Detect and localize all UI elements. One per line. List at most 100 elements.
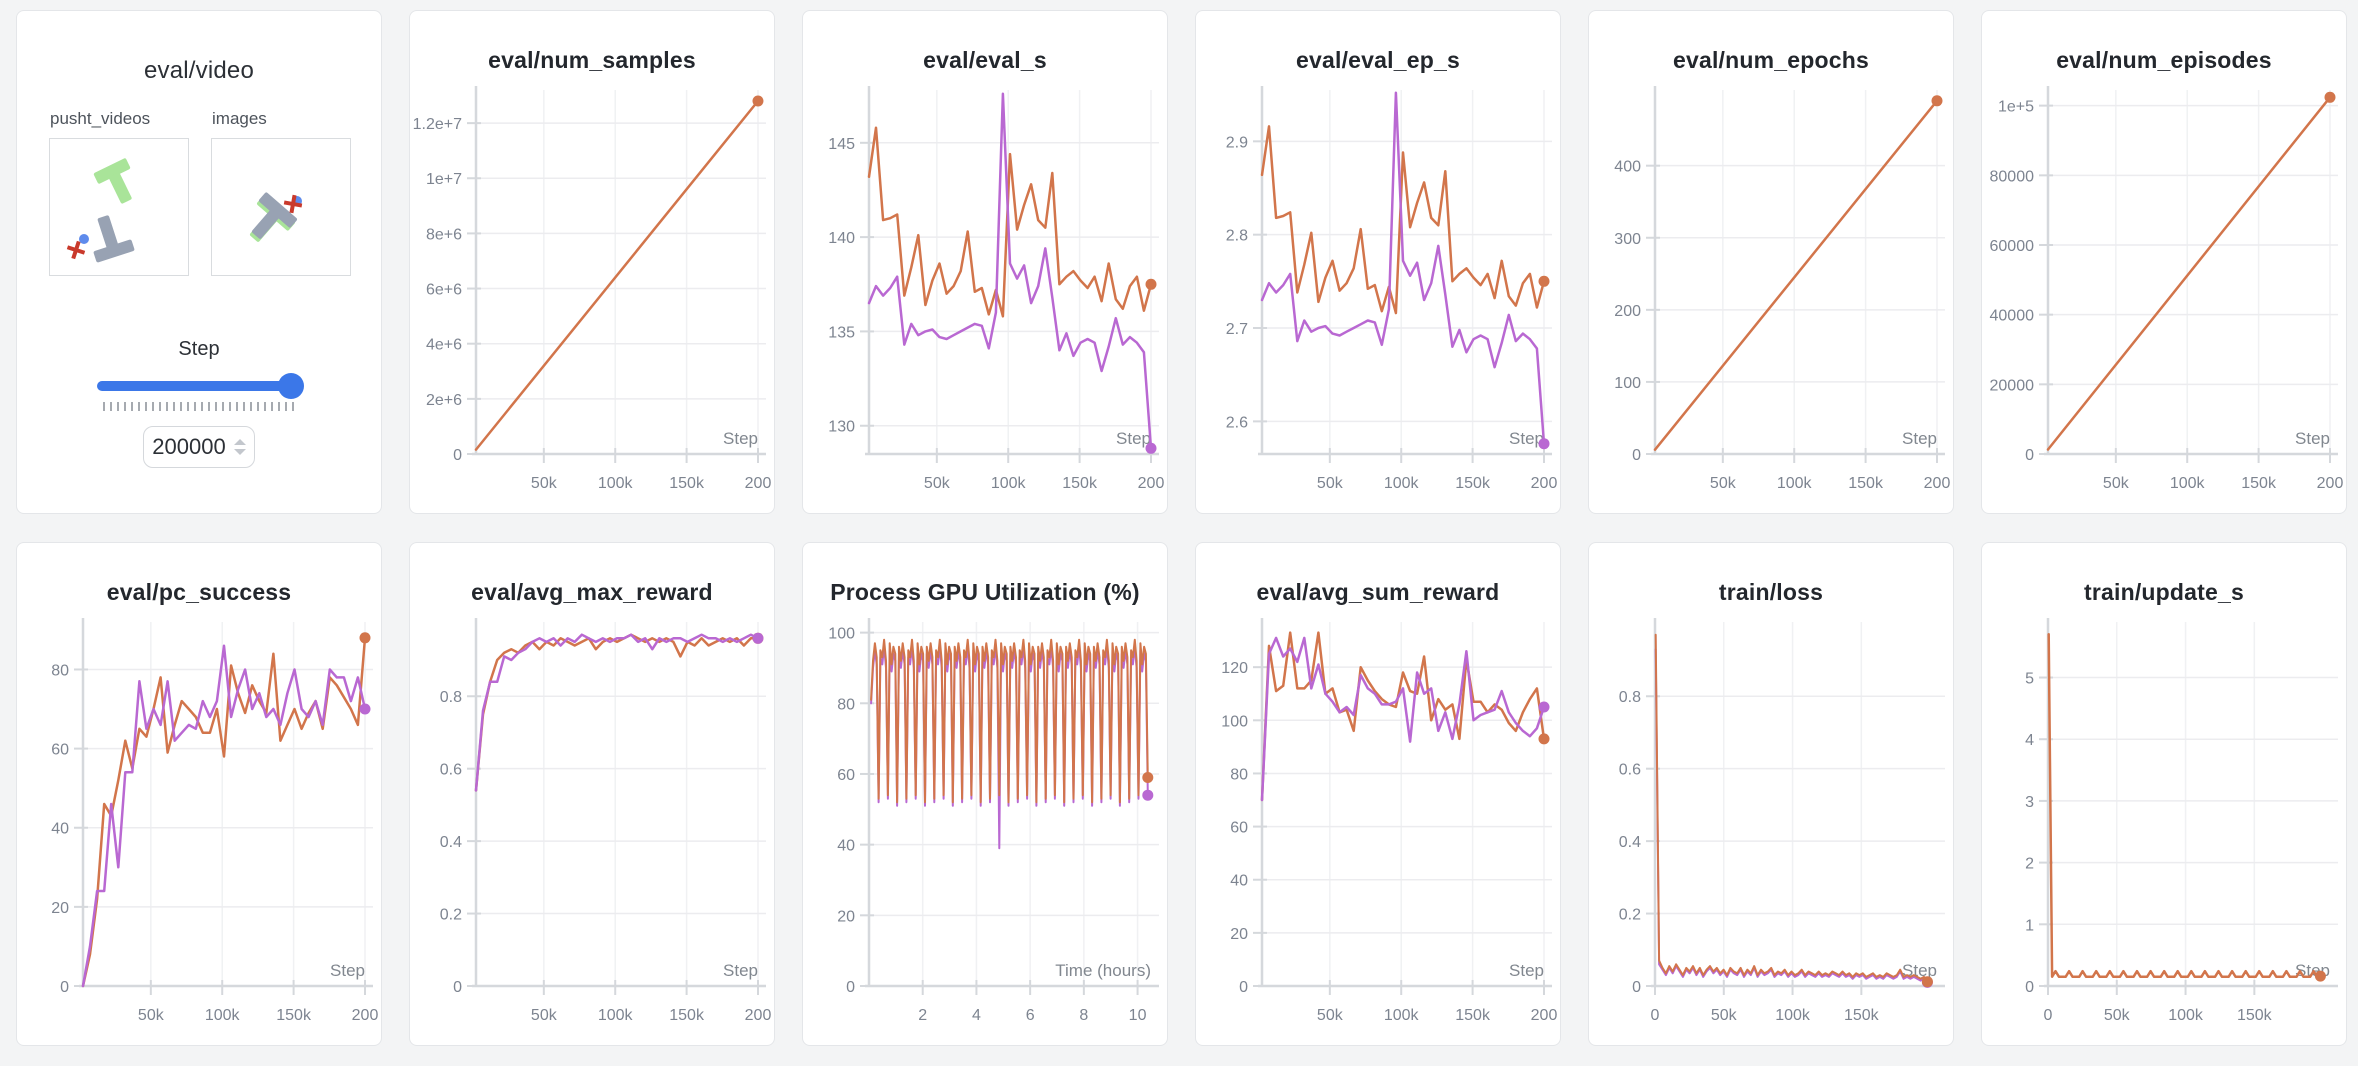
svg-text:80: 80 [1230,766,1248,783]
step-slider-thumb[interactable] [278,373,304,399]
svg-text:Step: Step [2295,429,2330,448]
svg-text:2: 2 [918,1007,927,1024]
svg-text:100k: 100k [598,475,634,492]
target-cross-icon [66,240,86,260]
chart-eval-eval-s[interactable]: 50k 100k 150k 200 130 135 140 145 Step [803,78,1167,514]
svg-text:200: 200 [1924,475,1951,492]
svg-text:80: 80 [51,662,69,679]
svg-text:1e+5: 1e+5 [1998,99,2034,116]
svg-text:100k: 100k [2168,1007,2204,1024]
svg-text:140: 140 [828,230,855,247]
svg-text:200: 200 [2317,475,2344,492]
svg-text:5: 5 [2025,671,2034,688]
image-thumbnail[interactable] [211,138,351,276]
svg-text:50k: 50k [1317,475,1344,492]
svg-text:4: 4 [2025,732,2034,749]
panel-title: eval/num_epochs [1672,47,1870,73]
chart-eval-avg-max-reward[interactable]: 50k 100k 150k 200 0 0.2 0.4 0.6 0.8 Step [410,610,774,1046]
svg-text:200: 200 [1531,475,1558,492]
panel-eval-pc-success[interactable]: eval/pc_success 50k 100k 150k 200 0 20 40 60 80 S… [16,542,382,1046]
panel-eval-avg-sum-reward[interactable]: eval/avg_sum_reward 50k 100k 150k 200 0 20 40 6… [1195,542,1561,1046]
stepper-arrows-icon[interactable] [233,439,246,455]
panel-process-gpu-utilization[interactable]: Process GPU Utilization (%) 2 4 6 8 10 0 20 40 6… [802,542,1168,1046]
panel-eval-eval-ep-s[interactable]: eval/eval_ep_s 50k 100k 150k 200 2.6 2.7 2.8 2.… [1195,10,1561,514]
svg-text:8e+6: 8e+6 [426,226,462,243]
chart-eval-avg-sum-reward[interactable]: 50k 100k 150k 200 0 20 40 60 80 100 120 Step [1196,610,1560,1046]
chart-eval-eval-ep-s[interactable]: 50k 100k 150k 200 2.6 2.7 2.8 2.9 Step [1196,78,1560,514]
svg-text:0.4: 0.4 [440,834,462,851]
panel-title: eval/avg_max_reward [471,579,713,605]
panel-eval-num-episodes[interactable]: eval/num_episodes 50k 100k 150k 200 0 20000 40… [1981,10,2347,514]
step-slider[interactable] [97,373,304,399]
panel-eval-eval-s[interactable]: eval/eval_s 50k 100k 150k 200 130 135 140 145 St… [802,10,1168,514]
panel-title: eval/num_samples [488,47,696,73]
svg-text:Step: Step [1509,961,1544,980]
svg-text:50k: 50k [1710,475,1737,492]
svg-text:1e+7: 1e+7 [426,171,462,188]
chart-eval-num-episodes[interactable]: 50k 100k 150k 200 0 20000 40000 60000 80000 1e+5 S… [1982,78,2346,514]
svg-text:2: 2 [2025,856,2034,873]
svg-text:0.6: 0.6 [1619,762,1641,779]
panel-eval-video[interactable]: eval/video pusht_videos [16,10,382,514]
pusht-video-thumbnail[interactable] [49,138,189,276]
svg-text:0: 0 [1632,979,1641,996]
svg-text:2.6: 2.6 [1226,414,1248,431]
chart-train-loss[interactable]: 0 50k 100k 150k 0 0.2 0.4 0.6 0.8 Step [1589,610,1953,1046]
svg-text:300: 300 [1614,231,1641,248]
svg-text:6e+6: 6e+6 [426,282,462,299]
svg-text:100: 100 [1614,375,1641,392]
svg-text:Step: Step [1902,429,1937,448]
svg-text:40: 40 [837,838,855,855]
svg-text:Step: Step [1116,429,1151,448]
svg-text:100k: 100k [1384,1007,1420,1024]
step-slider-track[interactable] [97,381,301,391]
panel-title: eval/pc_success [106,579,292,605]
svg-text:50k: 50k [924,475,951,492]
svg-text:20: 20 [51,900,69,917]
panel-eval-num-epochs[interactable]: eval/num_epochs 50k 100k 150k 200 0 100 200 300… [1588,10,1954,514]
svg-text:120: 120 [1221,660,1248,677]
chart-eval-pc-success[interactable]: 50k 100k 150k 200 0 20 40 60 80 Step [17,610,381,1046]
svg-text:200: 200 [1614,303,1641,320]
svg-text:0: 0 [1651,1007,1660,1024]
svg-text:50k: 50k [1711,1007,1738,1024]
panel-eval-avg-max-reward[interactable]: eval/avg_max_reward 50k 100k 150k 200 0 0.2 0.… [409,542,775,1046]
svg-text:150k: 150k [669,475,705,492]
step-slider-label: Step [178,338,220,360]
svg-text:100k: 100k [1384,475,1420,492]
panel-title: eval/avg_sum_reward [1256,579,1500,605]
step-input[interactable]: 200000 [143,426,255,468]
svg-text:100k: 100k [991,475,1027,492]
svg-text:150k: 150k [1062,475,1098,492]
svg-text:4: 4 [972,1007,981,1024]
agent-dot [79,234,89,244]
svg-text:60000: 60000 [1990,238,2035,255]
chart-eval-num-samples[interactable]: 50k 100k 150k 200 0 2e+6 4e+6 6e+6 8e+6 1e+7 1.2e+… [410,78,774,514]
svg-text:145: 145 [828,136,855,153]
svg-text:0: 0 [2025,979,2034,996]
svg-text:2.7: 2.7 [1226,321,1248,338]
svg-text:60: 60 [51,742,69,759]
panel-eval-num-samples[interactable]: eval/num_samples 50k 100k 150k 200 0 2e+6 4e+6… [409,10,775,514]
media-caption: images [212,109,267,128]
svg-text:4e+6: 4e+6 [426,337,462,354]
svg-text:20: 20 [1230,926,1248,943]
svg-text:200: 200 [745,475,772,492]
image-scene-graphic [249,192,303,242]
svg-text:60: 60 [837,767,855,784]
target-cross-icon [283,194,303,214]
svg-text:200: 200 [352,1007,379,1024]
svg-text:50k: 50k [2104,1007,2131,1024]
svg-text:40: 40 [51,821,69,838]
chart-eval-num-epochs[interactable]: 50k 100k 150k 200 0 100 200 300 400 Step [1589,78,1953,514]
svg-text:50k: 50k [531,475,558,492]
svg-text:130: 130 [828,419,855,436]
panel-train-update-s[interactable]: train/update_s 0 50k 100k 150k 0 1 2 3 4 5 Step [1981,542,2347,1046]
svg-text:100k: 100k [1775,1007,1811,1024]
svg-text:0: 0 [60,979,69,996]
svg-text:0.8: 0.8 [440,689,462,706]
svg-text:1.2e+7: 1.2e+7 [413,116,462,133]
panel-train-loss[interactable]: train/loss 0 50k 100k 150k 0 0.2 0.4 0.6 0.8 Step [1588,542,1954,1046]
